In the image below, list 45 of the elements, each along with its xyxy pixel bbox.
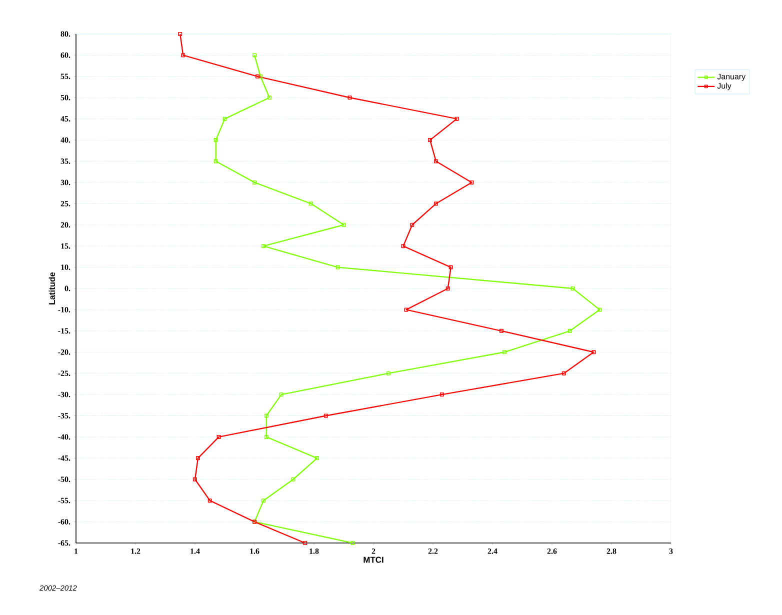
point bbox=[598, 308, 602, 312]
point bbox=[568, 328, 572, 333]
point bbox=[264, 414, 268, 418]
point bbox=[386, 371, 390, 376]
point bbox=[440, 392, 444, 397]
point bbox=[309, 202, 314, 206]
point bbox=[448, 265, 453, 270]
point bbox=[428, 138, 432, 142]
point bbox=[255, 74, 260, 78]
point bbox=[404, 308, 408, 312]
point bbox=[348, 96, 352, 100]
point bbox=[314, 456, 319, 460]
point bbox=[264, 434, 268, 439]
point bbox=[454, 116, 459, 121]
point bbox=[336, 265, 340, 270]
point bbox=[342, 222, 346, 227]
point bbox=[261, 498, 266, 503]
point bbox=[216, 434, 221, 439]
point bbox=[267, 96, 272, 100]
point bbox=[324, 414, 328, 418]
point bbox=[214, 138, 218, 142]
point bbox=[470, 180, 474, 184]
point bbox=[196, 456, 200, 460]
point bbox=[570, 286, 575, 290]
point bbox=[446, 286, 450, 290]
point bbox=[592, 350, 596, 354]
point bbox=[181, 53, 186, 58]
point bbox=[434, 202, 438, 206]
point bbox=[401, 244, 406, 248]
point bbox=[261, 244, 266, 248]
point bbox=[222, 116, 227, 121]
x-axis-title: MTCI bbox=[364, 556, 384, 563]
point bbox=[291, 477, 296, 482]
point bbox=[562, 371, 566, 376]
point bbox=[502, 350, 506, 354]
y-axis-title: Latitude bbox=[48, 272, 56, 304]
point bbox=[258, 74, 262, 78]
point bbox=[279, 392, 284, 397]
point bbox=[208, 498, 212, 503]
point bbox=[434, 159, 438, 164]
point bbox=[252, 180, 256, 184]
point bbox=[193, 477, 197, 482]
point bbox=[214, 159, 218, 164]
point bbox=[410, 222, 414, 227]
point bbox=[499, 328, 504, 333]
